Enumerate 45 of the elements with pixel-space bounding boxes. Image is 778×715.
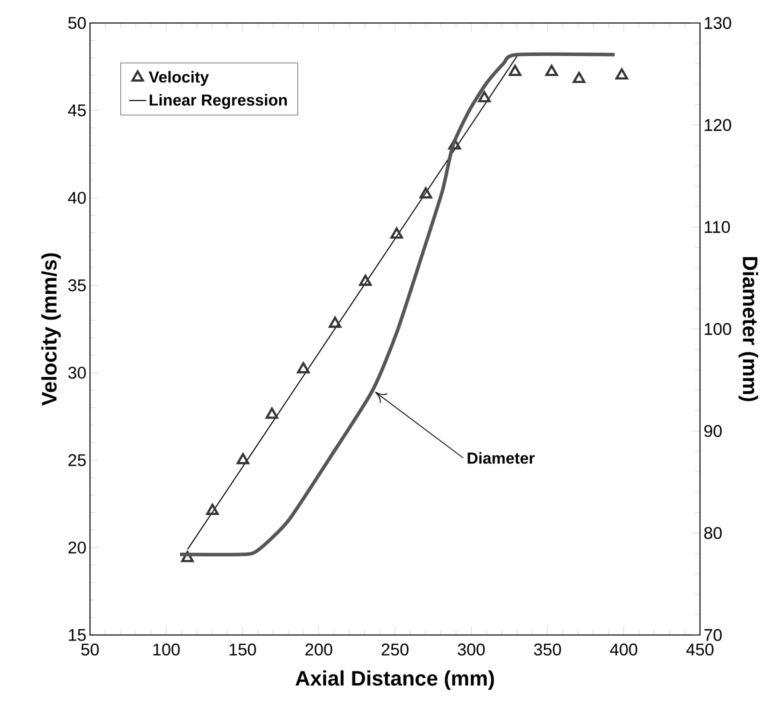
point <box>420 187 432 198</box>
point <box>448 138 461 150</box>
point <box>206 504 219 515</box>
y-tick-label: 35 <box>68 279 86 292</box>
y-tick-label: 40 <box>68 192 86 204</box>
y2-axis-title: Diameter (mm) <box>738 257 758 402</box>
x-tick-label: 150 <box>230 644 256 656</box>
point <box>181 550 194 562</box>
x-tick-label: 200 <box>305 644 332 656</box>
x-tick-label: 350 <box>534 644 561 656</box>
legend-label: Velocity <box>148 70 209 86</box>
point <box>390 227 403 239</box>
point <box>236 453 250 464</box>
point <box>478 91 491 102</box>
y-tick-label: 30 <box>68 366 86 379</box>
y2-tick-label: 80 <box>704 527 722 539</box>
point <box>508 64 522 76</box>
y2-tick-label: 90 <box>704 425 722 437</box>
x-tick-label: 400 <box>610 644 638 656</box>
point <box>545 64 558 76</box>
x-tick-label: 250 <box>382 644 408 656</box>
x-axis-title: Axial Distance (mm) <box>296 670 494 690</box>
y-tick-label: 25 <box>68 454 86 466</box>
y-tick-label: 50 <box>68 16 86 29</box>
point <box>266 408 278 419</box>
y2-tick-label: 130 <box>704 16 732 29</box>
y-tick-label: 45 <box>68 104 86 116</box>
x-tick-label: 100 <box>153 644 180 656</box>
y2-tick-label: 110 <box>704 221 730 233</box>
point <box>572 72 586 84</box>
point <box>359 274 372 286</box>
legend-label: Linear Regression <box>150 94 287 109</box>
point <box>297 362 310 374</box>
y2-tick-label: 120 <box>704 119 732 131</box>
x-tick-label: 50 <box>81 644 99 656</box>
x-tick-label: 300 <box>458 644 485 656</box>
y2-tick-label: 100 <box>704 323 732 335</box>
annotation: Diameter <box>468 452 535 464</box>
y-tick-label: 20 <box>68 542 86 554</box>
point <box>328 316 342 328</box>
y2-tick-label: 70 <box>704 629 722 641</box>
x-tick-label: 450 <box>686 644 714 656</box>
y-tick-label: 15 <box>68 629 86 641</box>
point <box>615 68 628 80</box>
y-axis-title: Velocity (mm/s) <box>41 253 61 406</box>
